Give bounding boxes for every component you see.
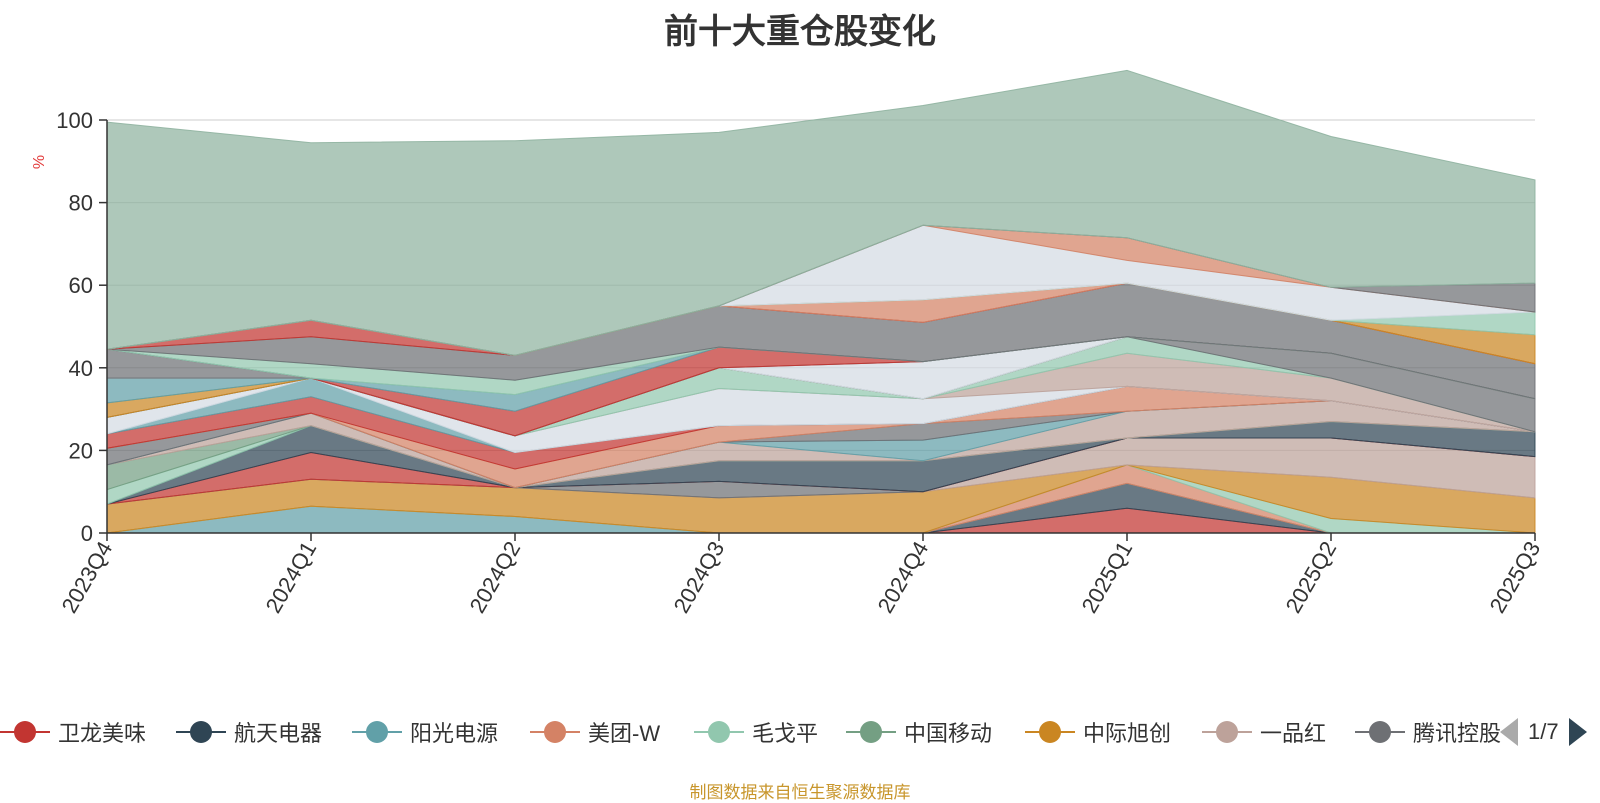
legend-pager: 1/7 bbox=[1500, 712, 1587, 752]
legend-item[interactable]: 腾讯控股 bbox=[1355, 712, 1501, 752]
legend-next-page-button[interactable] bbox=[1568, 718, 1587, 746]
legend-marker-icon bbox=[1202, 720, 1252, 744]
y-axis-unit-label: % bbox=[31, 155, 48, 169]
legend-marker-icon bbox=[352, 720, 402, 744]
legend-item[interactable]: 美团-W bbox=[530, 712, 660, 752]
x-tick-label: 2023Q4 bbox=[57, 537, 118, 617]
legend-item[interactable]: 毛戈平 bbox=[694, 712, 818, 752]
x-tick-label: 2025Q1 bbox=[1077, 537, 1138, 617]
x-tick-label: 2024Q3 bbox=[669, 537, 730, 617]
legend-marker-icon bbox=[846, 720, 896, 744]
legend: 卫龙美味 航天电器 阳光电源 美团-W 毛戈平 中国移动 中际旭创 一品红 腾讯控股 bbox=[0, 712, 1600, 752]
legend-marker-icon bbox=[1025, 720, 1075, 744]
legend-label: 美团-W bbox=[588, 721, 661, 746]
y-tick-label: 20 bbox=[69, 438, 93, 463]
legend-label: 中国移动 bbox=[904, 721, 993, 746]
x-tick-label: 2025Q2 bbox=[1281, 537, 1342, 617]
legend-page-indicator: 1/7 bbox=[1528, 719, 1559, 744]
legend-marker-icon bbox=[1355, 720, 1405, 744]
area-series-layer bbox=[106, 69, 1536, 534]
y-tick-label: 0 bbox=[81, 521, 93, 546]
legend-item[interactable]: 卫龙美味 bbox=[0, 712, 146, 752]
x-tick-label: 2025Q3 bbox=[1485, 537, 1546, 617]
y-tick-label: 80 bbox=[69, 191, 93, 216]
legend-label: 毛戈平 bbox=[752, 721, 819, 746]
area-series-39[interactable] bbox=[106, 69, 1536, 356]
legend-prev-page-button[interactable] bbox=[1500, 718, 1518, 746]
y-tick-label: 40 bbox=[69, 356, 93, 381]
legend-marker-icon bbox=[694, 720, 744, 744]
legend-marker-icon bbox=[530, 720, 580, 744]
stacked-area-chart: 0 20 40 60 80 100 2023Q4 2024Q1 2024Q2 2024Q3 2024… bbox=[31, 69, 1546, 617]
legend-item[interactable]: 阳光电源 bbox=[352, 712, 498, 752]
legend-item[interactable]: 中际旭创 bbox=[1025, 712, 1171, 752]
x-tick-label: 2024Q1 bbox=[261, 537, 322, 617]
y-tick-label: 100 bbox=[56, 108, 93, 133]
legend-label: 中际旭创 bbox=[1083, 721, 1172, 746]
legend-label: 航天电器 bbox=[234, 721, 323, 746]
legend-item[interactable]: 中国移动 bbox=[846, 712, 992, 752]
y-tick-label: 60 bbox=[69, 273, 93, 298]
x-tick-label: 2024Q2 bbox=[465, 537, 526, 617]
legend-item[interactable]: 航天电器 bbox=[176, 712, 322, 752]
legend-label: 阳光电源 bbox=[410, 721, 499, 746]
legend-label: 腾讯控股 bbox=[1413, 721, 1502, 746]
x-tick-label: 2024Q4 bbox=[873, 537, 934, 617]
chart-title: 前十大重仓股变化 bbox=[664, 13, 936, 51]
legend-marker-icon bbox=[176, 720, 226, 744]
data-source-note: 制图数据来自恒生聚源数据库 bbox=[689, 783, 911, 802]
legend-item[interactable]: 一品红 bbox=[1202, 712, 1326, 752]
legend-label: 一品红 bbox=[1260, 721, 1327, 746]
legend-label: 卫龙美味 bbox=[58, 721, 147, 746]
legend-marker-icon bbox=[0, 720, 50, 744]
